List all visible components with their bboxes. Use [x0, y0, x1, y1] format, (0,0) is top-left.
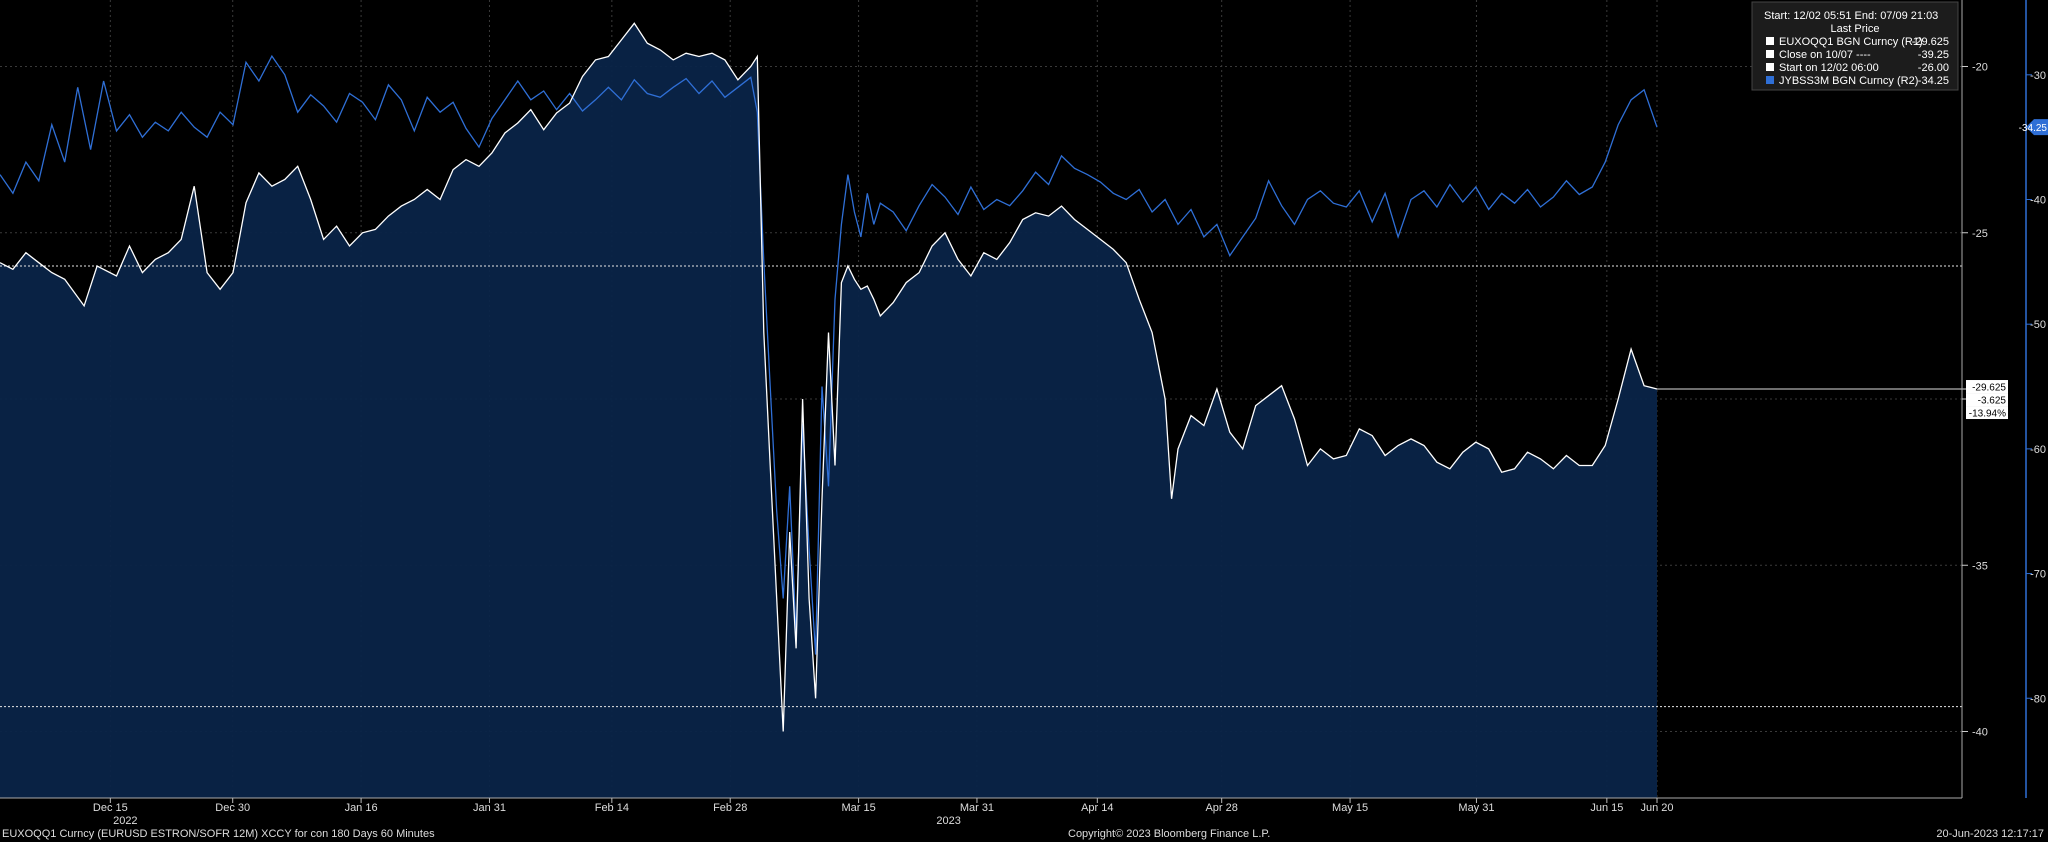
x-tick-label: Dec 15	[93, 802, 128, 814]
x-tick-label: Apr 28	[1205, 802, 1237, 814]
r2-tick-label: -80	[2030, 693, 2046, 705]
r2-last-tag-box	[2026, 119, 2048, 136]
legend-entry-value: -34.25	[1918, 75, 1949, 87]
legend-entry-label: JYBSS3M BGN Curncy (R2)	[1779, 75, 1918, 87]
legend-header: Start: 12/02 05:51 End: 07/09 21:03	[1764, 10, 1938, 22]
x-tick-label: Dec 30	[215, 802, 250, 814]
legend-entry-label: Start on 12/02 06:00	[1779, 62, 1879, 74]
legend-entry-value: -39.25	[1918, 49, 1949, 61]
r2-tick-label: -60	[2030, 444, 2046, 456]
legend-swatch	[1766, 50, 1774, 58]
x-year-label: 2022	[113, 815, 137, 826]
r1-last-tag-box	[1966, 393, 2008, 407]
legend-subheader: Last Price	[1831, 23, 1880, 35]
x-tick-label: Feb 28	[713, 802, 747, 814]
series-area-fill	[0, 23, 1657, 799]
footer-copyright: Copyright© 2023 Bloomberg Finance L.P.	[1068, 828, 1271, 840]
x-tick-label: May 31	[1458, 802, 1494, 814]
legend-swatch	[1766, 63, 1774, 71]
legend-swatch	[1766, 37, 1774, 45]
r1-last-tag-box	[1966, 406, 2008, 420]
r1-last-tag-text: -3.625	[1978, 396, 2007, 407]
footer-description: EUXOQQ1 Curncy (EURUSD ESTRON/SOFR 12M) …	[2, 828, 435, 840]
x-tick-label: Mar 31	[960, 802, 994, 814]
r1-tick-label: -35	[1972, 560, 1988, 572]
footer-timestamp: 20-Jun-2023 12:17:17	[1936, 828, 2044, 840]
legend-entry-label: EUXOQQ1 BGN Curncy (R1)	[1779, 36, 1923, 48]
r1-tick-label: -40	[1972, 727, 1988, 739]
series-lines	[0, 22, 1966, 732]
x-year-label: 2023	[936, 815, 960, 826]
r1-tick-label: -20	[1972, 62, 1988, 74]
x-axis-ticks: Dec 15 Dec 30 Jan 16 Jan 31 Feb 14 Feb 28 Mar …	[93, 798, 1674, 826]
r1-last-tag-text: -29.625	[1972, 383, 2006, 394]
last-value-tags: -29.625 -3.625 -13.94% -34.25	[1966, 119, 2048, 420]
r2-last-tag-text: -34.25	[2019, 123, 2048, 134]
legend-entry-value: -29.625	[1912, 36, 1949, 48]
x-tick-label: Jun 15	[1590, 802, 1623, 814]
legend-entry-label: Close on 10/07 ----	[1779, 49, 1871, 61]
r1-last-tag-box	[1966, 380, 2008, 394]
x-tick-label: Jan 16	[345, 802, 378, 814]
chart-legend: Start: 12/02 05:51 End: 07/09 21:03Last …	[1751, 1, 1959, 91]
x-tick-label: Apr 14	[1081, 802, 1113, 814]
chart-axes: -20-25-30-35-40-30-40-50-60-70-80	[0, 0, 2046, 799]
r1-last-tag-text: -13.94%	[1969, 409, 2006, 420]
r2-tick-label: -30	[2030, 70, 2046, 82]
r2-tick-label: -40	[2030, 195, 2046, 207]
x-tick-label: Jun 20	[1640, 802, 1673, 814]
legend-entry-value: -26.00	[1918, 62, 1949, 74]
legend-box	[1751, 1, 1959, 91]
series-1-area	[0, 23, 1657, 799]
series-euxoqq1-line	[0, 22, 1658, 732]
legend-swatch	[1766, 76, 1774, 84]
r2-tick-label: -70	[2030, 569, 2046, 581]
reference-lines	[0, 265, 1962, 708]
r1-tick-label: -25	[1972, 228, 1988, 240]
x-tick-label: Feb 14	[595, 802, 629, 814]
series-jybss3m-line	[0, 54, 1658, 655]
x-tick-label: May 15	[1332, 802, 1368, 814]
x-tick-label: Jan 31	[473, 802, 506, 814]
r2-tick-label: -50	[2030, 319, 2046, 331]
x-tick-label: Mar 15	[841, 802, 875, 814]
